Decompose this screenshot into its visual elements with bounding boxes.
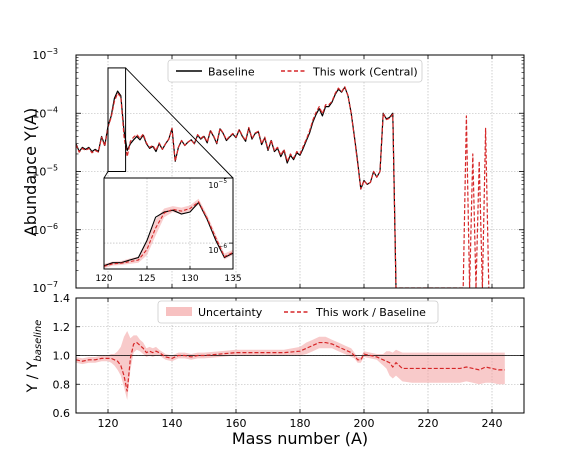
top-tick-label-y-4-exponent: −3 xyxy=(46,47,58,56)
inset-tick-label-y-1-exponent: −5 xyxy=(219,179,228,185)
top-tick-label-y-2-exponent: −5 xyxy=(46,164,58,173)
inset-tick-label-x-125: 125 xyxy=(138,274,155,284)
bottom-tick-label-y-2: 1.0 xyxy=(53,350,71,363)
top-tick-label-y-0: 10−7 xyxy=(32,280,58,295)
top-tick-label-y-3-exponent: −4 xyxy=(46,105,58,114)
bottom-tick-label-x-240: 240 xyxy=(482,417,503,430)
top-legend: Baseline This work (Central) xyxy=(167,59,423,83)
top-tick-label-y-4-base: 10 xyxy=(32,49,46,62)
bottom-tick-label-y-1: 0.8 xyxy=(53,378,71,391)
bottom-series xyxy=(76,331,524,401)
inset-tick-label-y-0-exponent: −6 xyxy=(219,244,228,250)
bottom-y-axis-label: Y / Ybaseline xyxy=(25,320,44,394)
bottom-tick-label-x-160: 160 xyxy=(226,417,247,430)
bottom-tick-label-y-3: 1.2 xyxy=(53,321,71,334)
bottom-tick-label-x-180: 180 xyxy=(290,417,311,430)
bottom-panel: 120 140 160 180 200 220 240 0.6 0.8 1.0 1.2 1.4 Y /… xyxy=(25,292,525,448)
bottom-tick-label-y-4: 1.4 xyxy=(53,292,71,305)
top-series xyxy=(76,86,490,288)
top-tick-label-y-3: 10−4 xyxy=(32,105,58,120)
bottom-ratio-line-0 xyxy=(76,341,505,392)
bottom-tick-label-x-220: 220 xyxy=(418,417,439,430)
top-panel: 10−710−610−510−410−3 Abundance Y(A) 120 1… xyxy=(21,47,525,295)
inset-tick-label-x-135: 135 xyxy=(224,274,241,284)
inset-uncertainty-band xyxy=(104,198,233,269)
legend-central-label: This work (Central) xyxy=(312,66,418,79)
bottom-y-axis-label-main: Y / Y xyxy=(25,361,41,393)
inset-tick-label-x-130: 130 xyxy=(181,274,198,284)
top-tick-label-y-0-base: 10 xyxy=(32,282,46,295)
bottom-y-axis-label-sub: baseline xyxy=(33,320,44,362)
legend-ratio-label: This work / Baseline xyxy=(315,306,426,319)
top-tick-label-y-1-exponent: −6 xyxy=(46,222,58,231)
bottom-tick-label-x-200: 200 xyxy=(354,417,375,430)
top-axis-ticks: 10−710−610−510−410−3 xyxy=(32,47,524,295)
bottom-tick-label-y-0: 0.6 xyxy=(53,407,71,420)
inset-tick-label-x-120: 120 xyxy=(95,274,112,284)
inset-series xyxy=(104,198,233,269)
top-tick-label-y-4: 10−3 xyxy=(32,47,58,62)
zoom-connector-left xyxy=(103,171,109,179)
top-tick-label-y-1-base: 10 xyxy=(32,224,46,237)
bottom-tick-label-x-140: 140 xyxy=(162,417,183,430)
top-tick-label-y-2: 10−5 xyxy=(32,164,58,179)
top-y-axis-label: Abundance Y(A) xyxy=(21,108,40,236)
inset-zoom-indicator xyxy=(103,67,234,179)
bottom-legend: Uncertainty This work / Baseline xyxy=(157,300,439,324)
inset-tick-label-y-1-base: 10 xyxy=(208,181,218,190)
inset-frame xyxy=(103,177,234,270)
inset-tick-label-y-1: 10−5 xyxy=(208,179,227,190)
bottom-uncertainty-band xyxy=(76,331,505,401)
top-tick-label-y-1: 10−6 xyxy=(32,222,58,237)
bottom-tick-label-x-120: 120 xyxy=(98,417,119,430)
zoom-connector-right xyxy=(125,67,234,179)
top-tick-label-y-2-base: 10 xyxy=(32,166,46,179)
top-tick-label-y-3-base: 10 xyxy=(32,107,46,120)
x-axis-label: Mass number (A) xyxy=(232,429,368,448)
legend-uncertainty-label: Uncertainty xyxy=(198,306,263,319)
zoom-box xyxy=(107,67,127,172)
legend-baseline-label: Baseline xyxy=(208,66,255,79)
legend-uncertainty-swatch xyxy=(166,307,192,316)
top-series-line-1 xyxy=(76,86,490,288)
inset-plot-area xyxy=(104,178,233,269)
bottom-axis-ticks: 120 140 160 180 200 220 240 0.6 0.8 1.0 1.2 1.4 xyxy=(53,292,524,430)
inset-central-line xyxy=(104,201,233,267)
top-tick-label-y-0-exponent: −7 xyxy=(46,280,58,289)
inset-tick-label-y-0: 10−6 xyxy=(208,244,227,255)
inset-tick-label-y-0-base: 10 xyxy=(208,246,218,255)
